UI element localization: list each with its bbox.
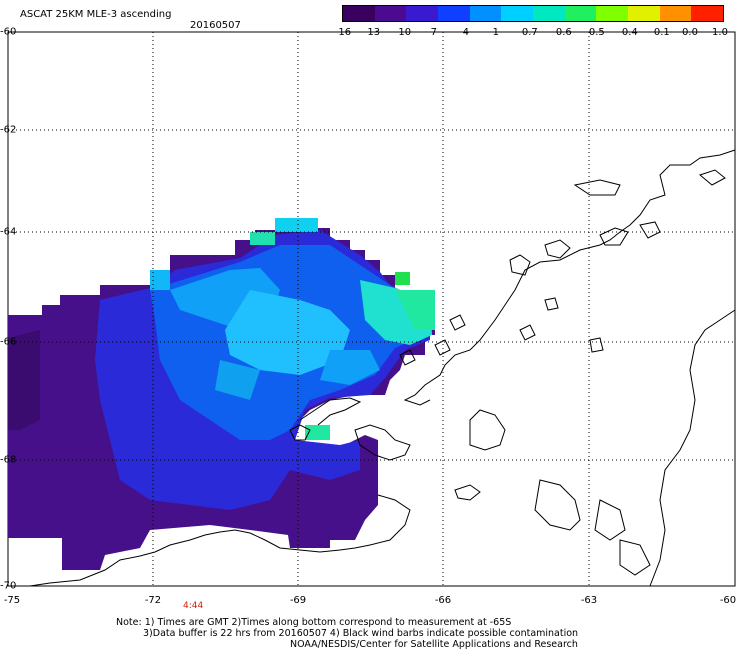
x-tick-label: -60 (719, 595, 737, 606)
y-tick-label: -60 (0, 26, 17, 38)
colorbar (342, 5, 724, 22)
x-tick-label: -69 (289, 595, 307, 606)
x-tick-label: -63 (580, 595, 598, 606)
colorbar-swatch (596, 6, 629, 21)
colorbar-swatch (438, 6, 470, 21)
colorbar-swatch (628, 6, 660, 21)
colorbar-swatch (533, 6, 565, 21)
colorbar-swatch (564, 6, 597, 21)
x-tick-label: -66 (434, 595, 452, 606)
graticule (8, 32, 735, 586)
y-tick-label: -64 (0, 226, 17, 238)
x-tick-label: -75 (3, 595, 21, 606)
colorbar-swatch (469, 6, 502, 21)
note-line-1: Note: 1) Times are GMT 2)Times along bot… (116, 617, 512, 628)
x-tick-label: -72 (144, 595, 162, 606)
note-line-3: NOAA/NESDIS/Center for Satellite Applica… (290, 639, 578, 650)
colorbar-swatch (659, 6, 692, 21)
y-tick-label: -68 (0, 454, 17, 466)
data-swath (8, 218, 435, 570)
colorbar-swatch (406, 6, 439, 21)
colorbar-swatch (691, 6, 724, 21)
map-frame (7, 31, 736, 587)
y-tick-label: -62 (0, 124, 17, 136)
colorbar-swatch (343, 6, 375, 21)
note-line-2: 3)Data buffer is 22 hrs from 20160507 4)… (143, 628, 579, 639)
colorbar-swatch (501, 6, 534, 21)
y-tick-label: -70 (0, 580, 17, 592)
time-label: 4:44 (183, 601, 204, 611)
colorbar-swatch (374, 6, 407, 21)
map-title: ASCAT 25KM MLE-3 ascending (20, 9, 172, 20)
coastline (29, 149, 736, 587)
map-date: 20160507 (190, 20, 241, 31)
y-tick-label: -66 (0, 336, 17, 348)
